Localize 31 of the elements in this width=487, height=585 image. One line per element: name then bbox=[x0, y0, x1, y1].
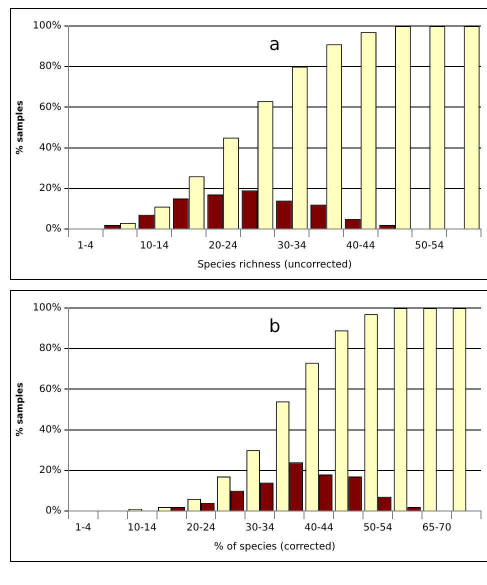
y-tick-label: 100% bbox=[32, 20, 62, 32]
x-axis-title: Species richness (uncorrected) bbox=[197, 260, 352, 271]
y-tick-label: 80% bbox=[39, 343, 62, 354]
x-tick-label: 1-4 bbox=[74, 522, 92, 534]
y-axis-title: % samples bbox=[16, 100, 26, 154]
x-axis-title: % of species (corrected) bbox=[214, 542, 336, 553]
x-tick-label: 10-14 bbox=[140, 240, 169, 252]
x-tick-label: 20-24 bbox=[186, 522, 216, 534]
y-tick-label: 60% bbox=[39, 102, 62, 113]
x-tick-label: 65-70 bbox=[422, 522, 452, 534]
annotation: b bbox=[268, 316, 280, 337]
y-tick-label: 0% bbox=[46, 224, 62, 235]
y-tick-label: 80% bbox=[39, 61, 62, 72]
y-tick-label: 0% bbox=[46, 506, 62, 517]
x-tick-label: 50-54 bbox=[363, 522, 392, 534]
x-tick-label: 30-34 bbox=[277, 240, 306, 252]
y-tick-label: 40% bbox=[39, 424, 62, 436]
y-tick-label: 20% bbox=[39, 182, 62, 194]
x-tick-label: 30-34 bbox=[245, 522, 274, 534]
x-tick-label: 10-14 bbox=[128, 522, 157, 534]
x-tick-label: 40-44 bbox=[346, 240, 376, 252]
y-tick-label: 20% bbox=[39, 464, 62, 476]
y-tick-label: 100% bbox=[32, 302, 62, 314]
x-tick-label: 50-54 bbox=[414, 240, 444, 252]
y-tick-label: 60% bbox=[39, 384, 62, 395]
x-tick-label: 20-24 bbox=[208, 240, 238, 252]
y-tick-label: 40% bbox=[39, 142, 62, 154]
x-tick-label: 40-44 bbox=[304, 522, 334, 534]
annotation: a bbox=[269, 34, 280, 55]
x-tick-label: 1-4 bbox=[77, 240, 94, 252]
y-axis-title: % samples bbox=[16, 382, 26, 436]
